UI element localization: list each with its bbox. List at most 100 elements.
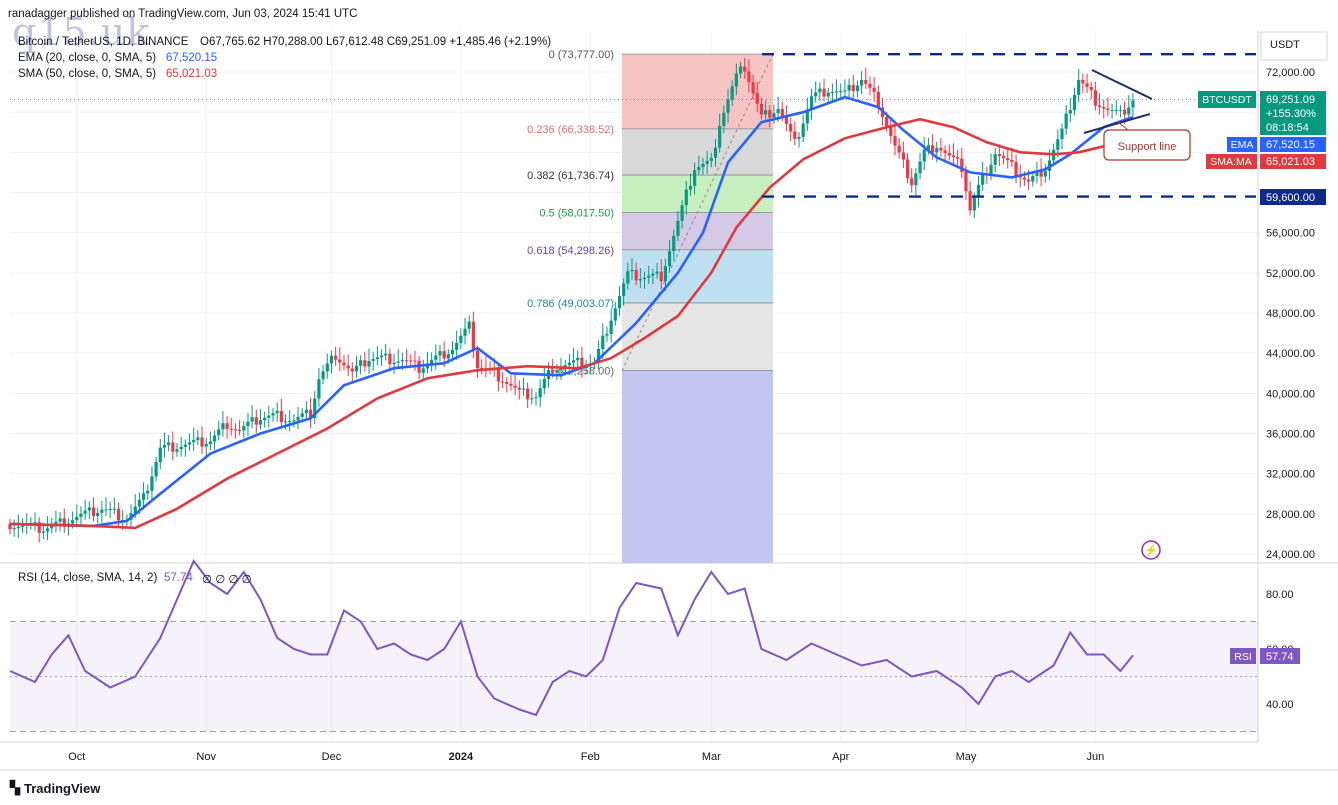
candle-body xyxy=(1031,175,1035,182)
candle-body xyxy=(1093,90,1097,106)
candle-body xyxy=(321,371,325,380)
candle-body xyxy=(171,442,175,452)
candle-body xyxy=(989,164,993,176)
price-tick-label: 48,000.00 xyxy=(1266,308,1315,320)
candle-body xyxy=(212,435,217,442)
candle-body xyxy=(693,170,697,186)
candle-body xyxy=(388,353,392,365)
candle-body xyxy=(196,437,200,440)
candle-body xyxy=(496,369,501,382)
candle-body xyxy=(872,87,876,92)
candle-body xyxy=(893,136,897,146)
candle-body xyxy=(500,381,505,383)
candle-body xyxy=(16,526,20,529)
tradingview-logo-text: TradingView xyxy=(24,780,101,796)
candle-body xyxy=(521,388,526,390)
candle-body xyxy=(104,509,108,511)
candle-body xyxy=(676,220,680,236)
candle-body xyxy=(354,365,359,372)
candle-body xyxy=(622,283,626,296)
candle-body xyxy=(204,443,208,447)
ema-legend-label[interactable]: EMA (20, close, 0, SMA, 5) xyxy=(18,52,157,64)
candle-body xyxy=(54,521,58,525)
rsi-value-text: 57.74 xyxy=(1266,651,1294,663)
candle-body xyxy=(534,397,538,399)
candle-body xyxy=(1106,108,1110,111)
candle-body xyxy=(1014,161,1018,176)
candle-body xyxy=(359,360,363,366)
axes: USDT 24,000.00 28,000.00 32,000.00 36,000.00… xyxy=(10,31,1328,763)
candle-body xyxy=(993,154,997,165)
candle-body xyxy=(1035,170,1039,176)
price-tick-label: 32,000.00 xyxy=(1266,469,1315,481)
candle-body xyxy=(551,369,555,373)
support-callout-text: Support line xyxy=(1118,141,1177,153)
candle-body xyxy=(705,160,709,164)
candle-body xyxy=(229,428,233,430)
candle-body xyxy=(797,137,801,139)
candle-body xyxy=(722,112,726,126)
candle-body xyxy=(179,446,183,450)
candle-body xyxy=(659,271,663,282)
candle-body xyxy=(425,364,430,369)
candle-body xyxy=(1010,160,1014,162)
candle-body xyxy=(626,271,630,284)
candle-body xyxy=(947,153,951,156)
candle-body xyxy=(1001,156,1006,159)
rsi-value-tag xyxy=(1260,648,1300,664)
candle-body xyxy=(146,490,150,494)
candle-body xyxy=(367,360,371,367)
candle-body xyxy=(751,82,755,93)
time-tick-label: Dec xyxy=(322,751,342,763)
candle-body xyxy=(738,66,743,74)
price-tick-label: 36,000.00 xyxy=(1266,429,1315,441)
candle-body xyxy=(158,447,162,463)
alert-lightning-icon xyxy=(1141,540,1161,560)
candle-body xyxy=(960,158,964,172)
publish-info: ranadagger published on TradingView.com,… xyxy=(8,8,358,20)
ema-price-text: 67,520.15 xyxy=(1266,139,1315,151)
candle-body xyxy=(768,110,772,118)
candle-body xyxy=(75,516,79,521)
candle-body xyxy=(187,442,192,445)
rsi-legend-extra: ∅ ∅ ∅ ∅ xyxy=(202,574,252,586)
candle-body xyxy=(822,88,826,97)
candle-body xyxy=(350,368,354,372)
time-tick-label: May xyxy=(956,751,977,763)
candle-body xyxy=(475,350,480,368)
tradingview-logo[interactable]: ▚ TradingView xyxy=(10,780,100,796)
candle-body xyxy=(1123,109,1127,115)
last-price-tag xyxy=(1260,91,1326,135)
watermark: q15.uk xyxy=(12,10,151,54)
currency-label: USDT xyxy=(1270,39,1300,51)
rsi-legend-label[interactable]: RSI (14, close, SMA, 14, 2) xyxy=(18,572,158,584)
candle-body xyxy=(943,150,947,154)
triangle-upper-line xyxy=(1091,69,1153,100)
candle-body xyxy=(430,359,434,365)
candle-body xyxy=(421,368,425,373)
candle-body xyxy=(162,445,167,448)
price-tick-label: 52,000.00 xyxy=(1266,268,1315,280)
candle-body xyxy=(1006,158,1010,161)
candle-body xyxy=(864,79,868,84)
candle-body xyxy=(926,145,930,150)
sma-legend-label[interactable]: SMA (50, close, 0, SMA, 5) xyxy=(18,68,157,80)
candle-body xyxy=(818,88,822,93)
candle-body xyxy=(150,476,154,491)
candle-body xyxy=(1114,109,1118,111)
annotations: Support line ⚡ xyxy=(762,52,1256,560)
candle-body xyxy=(313,398,317,418)
symbol-title[interactable]: Bitcoin / TetherUS, 1D, BINANCE xyxy=(18,36,189,48)
candle-body xyxy=(914,173,918,186)
candle-body xyxy=(730,86,734,100)
candle-body xyxy=(897,145,901,153)
candle-body xyxy=(809,96,814,110)
range-price-text: 59,600.00 xyxy=(1266,192,1315,204)
time-tick-label: Apr xyxy=(832,751,849,763)
candle-body xyxy=(112,508,116,510)
candle-body xyxy=(789,123,793,132)
candle-body xyxy=(254,417,258,425)
fib-zone xyxy=(622,212,773,250)
candle-body xyxy=(513,385,517,388)
